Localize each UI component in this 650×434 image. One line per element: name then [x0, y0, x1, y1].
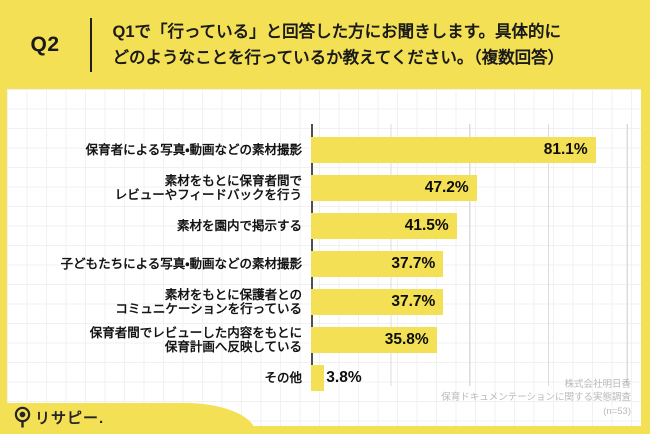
bar-value: 47.2% [424, 179, 469, 196]
question-line-2: どのようなことを行っているか教えてください。（複数回答） [112, 48, 565, 67]
bar-label: その他 [264, 370, 302, 385]
bar-label: 素材をもとに保護者との コミュニケーションを行っている [115, 287, 302, 317]
question-text: Q1で「行っている」と回答した方にお聞きします。具体的に どのようなことを行って… [92, 19, 565, 71]
header: Q2 Q1で「行っている」と回答した方にお聞きします。具体的に どのようなことを… [0, 0, 650, 89]
resapi-logo: リサピー. [13, 406, 104, 429]
bar-track: 81.1% [311, 137, 640, 163]
bar-row: 子どもたちによる写真・動画などの素材撮影 37.7% [7, 245, 640, 283]
bar-label: 素材をもとに保育者間で レビューやフィードバックを行う [114, 173, 302, 203]
header-divider [90, 17, 92, 72]
bar-track: 35.8% [311, 327, 640, 353]
bar-value: 37.7% [391, 293, 436, 310]
bar-label: 保育者間でレビューした内容をもとに 保育計画へ反映している [89, 325, 302, 355]
bar-chart: 保育者による写真・動画などの素材撮影 81.1% 素材をもとに保育者間で レビューや… [7, 131, 640, 397]
bar-row: 素材をもとに保護者との コミュニケーションを行っている 37.7% [7, 283, 640, 321]
bar-label: 素材を園内で掲示する [176, 218, 302, 233]
bar-row: その他 3.8% [7, 359, 640, 397]
bar-row: 素材を園内で掲示する 41.5% [7, 207, 640, 245]
bar [311, 365, 325, 391]
bar-value: 3.8% [326, 369, 362, 386]
credit-sample-size: (n=53) [603, 405, 631, 417]
question-number: Q2 [30, 32, 60, 56]
bar-track: 47.2% [311, 175, 640, 201]
bar-track: 41.5% [311, 213, 640, 239]
logo-bubble: リサピー. [0, 403, 256, 434]
source-credits: 株式会社明日香 保育ドキュメンテーションに関する実態調査 (n=53) [441, 378, 631, 419]
bar-row: 保育者による写真・動画などの素材撮影 81.1% [7, 131, 640, 169]
bar-track: 37.7% [311, 251, 640, 277]
bar-row: 保育者間でレビューした内容をもとに 保育計画へ反映している 35.8% [7, 321, 640, 359]
bar-label: 保育者による写真・動画などの素材撮影 [85, 142, 302, 157]
bar-label: 子どもたちによる写真・動画などの素材撮影 [60, 256, 302, 271]
bar-track: 37.7% [311, 289, 640, 315]
credit-company: 株式会社明日香 [564, 378, 631, 390]
chart-panel: 保育者による写真・動画などの素材撮影 81.1% 素材をもとに保育者間で レビューや… [7, 89, 641, 426]
bar [311, 175, 477, 201]
bar-row: 素材をもとに保育者間で レビューやフィードバックを行う 47.2% [7, 169, 640, 207]
bar [311, 137, 596, 163]
bar-value: 41.5% [404, 217, 449, 234]
question-line-1: Q1で「行っている」と回答した方にお聞きします。具体的に [112, 22, 562, 41]
bar [311, 289, 444, 315]
bar [311, 327, 437, 353]
bar [311, 213, 457, 239]
resapi-logo-text: リサピー. [35, 410, 105, 427]
bar-value: 35.8% [384, 331, 429, 348]
bar-track: 3.8% [311, 365, 640, 391]
bar-value: 81.1% [543, 141, 588, 158]
bar-value: 37.7% [391, 255, 436, 272]
resapi-pin-icon [13, 406, 32, 429]
bar [311, 251, 444, 277]
credit-survey-name: 保育ドキュメンテーションに関する実態調査 [441, 392, 631, 403]
